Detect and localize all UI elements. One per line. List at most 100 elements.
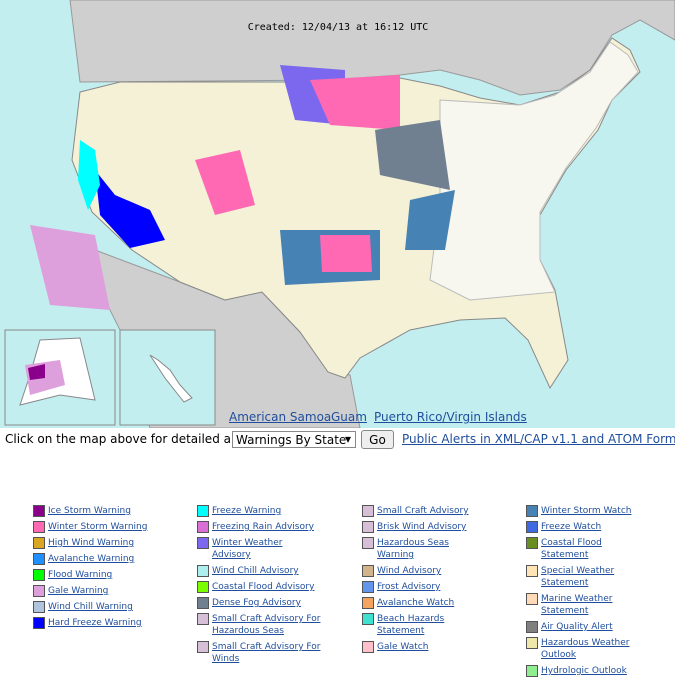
legend-label[interactable]: Freezing Rain Advisory — [212, 522, 314, 532]
legend-swatch — [362, 641, 374, 653]
legend-label[interactable]: Wind Chill Warning — [48, 602, 133, 612]
legend-label[interactable]: Hazardous Seas Warning — [377, 538, 449, 560]
legend-label[interactable]: Beach Hazards Statement — [377, 614, 445, 636]
legend-item: Beach Hazards Statement — [362, 613, 487, 637]
legend-label[interactable]: Special Weather Statement — [541, 566, 615, 588]
legend-item: Flood Warning — [33, 569, 158, 581]
legend-swatch — [362, 581, 374, 593]
legend-swatch — [526, 537, 538, 549]
territory-link[interactable]: Puerto Rico/Virgin Islands — [374, 410, 527, 424]
legend-label[interactable]: Small Craft Advisory For Winds — [212, 642, 321, 664]
legend-item: Small Craft Advisory For Winds — [197, 641, 322, 665]
hard-freeze-area — [95, 170, 165, 248]
legend-item: Winter Storm Watch — [526, 505, 651, 517]
legend-label[interactable]: Dense Fog Advisory — [212, 598, 301, 608]
legend-label[interactable]: Coastal Flood Statement — [541, 538, 602, 560]
alert-map[interactable]: Created: 12/04/13 at 16:12 UTC — [0, 0, 675, 428]
legend-item: Hydrologic Outlook — [526, 665, 651, 677]
legend-label[interactable]: Gale Watch — [377, 642, 429, 652]
select-value: Warnings By State — [236, 433, 347, 447]
legend-label[interactable]: High Wind Warning — [48, 538, 135, 548]
legend-label[interactable]: Winter Storm Watch — [541, 506, 632, 516]
winter-storm-watch-area-2 — [405, 190, 455, 250]
legend-label[interactable]: Winter Storm Warning — [48, 522, 148, 532]
legend-swatch — [33, 617, 45, 629]
prompt: Click on the map above for detailed aler… — [5, 432, 274, 446]
legend-label[interactable]: Freeze Warning — [212, 506, 282, 516]
legend-swatch — [362, 597, 374, 609]
legend-swatch — [197, 565, 209, 577]
legend-item: Gale Watch — [362, 641, 487, 653]
legend-item: Dense Fog Advisory — [197, 597, 322, 609]
legend-swatch — [362, 521, 374, 533]
legend-swatch — [33, 505, 45, 517]
legend-label[interactable]: Freeze Watch — [541, 522, 602, 532]
gale-area — [30, 225, 110, 310]
legend-item: Hard Freeze Warning — [33, 617, 158, 629]
legend-swatch — [33, 537, 45, 549]
legend-swatch — [526, 565, 538, 577]
legend-label[interactable]: Small Craft Advisory — [377, 506, 469, 516]
territory-link[interactable]: Guam — [331, 410, 367, 424]
legend-label[interactable]: Flood Warning — [48, 570, 113, 580]
legend-column: Winter Storm Watch Freeze Watch Coastal Fl… — [526, 505, 651, 677]
legend-label[interactable]: Hazardous Weather Outlook — [541, 638, 630, 660]
hawaii — [149, 354, 193, 403]
legend-swatch — [197, 537, 209, 549]
legend-item: Small Craft Advisory — [362, 505, 487, 517]
legend-label[interactable]: Avalanche Warning — [48, 554, 135, 564]
legend-item: Gale Warning — [33, 585, 158, 597]
created-timestamp: Created: 12/04/13 at 16:12 UTC — [248, 22, 429, 33]
legend-swatch — [197, 581, 209, 593]
east-region — [429, 41, 639, 301]
legend-label[interactable]: Wind Chill Advisory — [212, 566, 299, 576]
legend-item: Avalanche Watch — [362, 597, 487, 609]
feed-link[interactable]: Public Alerts in XML/CAP v1.1 and ATOM F… — [402, 432, 675, 446]
legend-label[interactable]: Air Quality Alert — [541, 622, 613, 632]
legend-item: Brisk Wind Advisory — [362, 521, 487, 533]
legend-item: Winter Storm Warning — [33, 521, 158, 533]
legend-label[interactable]: Marine Weather Statement — [541, 594, 613, 616]
winter-storm-area — [310, 75, 400, 130]
winter-storm-area-2 — [195, 150, 255, 215]
state-select[interactable]: Warnings By State — [232, 431, 356, 448]
legend-swatch — [526, 621, 538, 633]
legend-item: Freezing Rain Advisory — [197, 521, 322, 533]
legend-label[interactable]: Small Craft Advisory For Hazardous Seas — [212, 614, 321, 636]
legend-swatch — [526, 505, 538, 517]
legend-swatch — [362, 537, 374, 549]
legend-swatch — [526, 637, 538, 649]
legend-swatch — [33, 601, 45, 613]
legend-swatch — [362, 565, 374, 577]
legend-swatch — [526, 665, 538, 677]
legend-item: Small Craft Advisory For Hazardous Seas — [197, 613, 322, 637]
legend-label[interactable]: Coastal Flood Advisory — [212, 582, 315, 592]
go-button[interactable]: Go — [361, 430, 394, 449]
legend-label[interactable]: Frost Advisory — [377, 582, 441, 592]
legend-label[interactable]: Gale Warning — [48, 586, 109, 596]
legend-label[interactable]: Hard Freeze Warning — [48, 618, 142, 628]
legend-label[interactable]: Avalanche Watch — [377, 598, 455, 608]
legend-item: Wind Chill Warning — [33, 601, 158, 613]
legend-swatch — [33, 569, 45, 581]
legend-label[interactable]: Brisk Wind Advisory — [377, 522, 467, 532]
legend-item: Freeze Warning — [197, 505, 322, 517]
legend-label[interactable]: Hydrologic Outlook — [541, 666, 627, 676]
legend-column: Freeze Warning Freezing Rain Advisory Wint… — [197, 505, 322, 665]
legend-swatch — [362, 613, 374, 625]
legend-item: Coastal Flood Statement — [526, 537, 651, 561]
legend-swatch — [197, 505, 209, 517]
legend-item: Avalanche Warning — [33, 553, 158, 565]
legend-column: Small Craft Advisory Brisk Wind Advisory H… — [362, 505, 487, 653]
legend-label[interactable]: Ice Storm Warning — [48, 506, 131, 516]
legend-swatch — [362, 505, 374, 517]
legend-label[interactable]: Winter Weather Advisory — [212, 538, 283, 560]
legend-label[interactable]: Wind Advisory — [377, 566, 442, 576]
alaska-ice-storm — [28, 364, 45, 380]
legend-column: Ice Storm Warning Winter Storm Warning Hig… — [33, 505, 158, 629]
legend-swatch — [33, 585, 45, 597]
legend-swatch — [197, 641, 209, 653]
legend-swatch — [197, 613, 209, 625]
territory-link[interactable]: American Samoa — [229, 410, 332, 424]
